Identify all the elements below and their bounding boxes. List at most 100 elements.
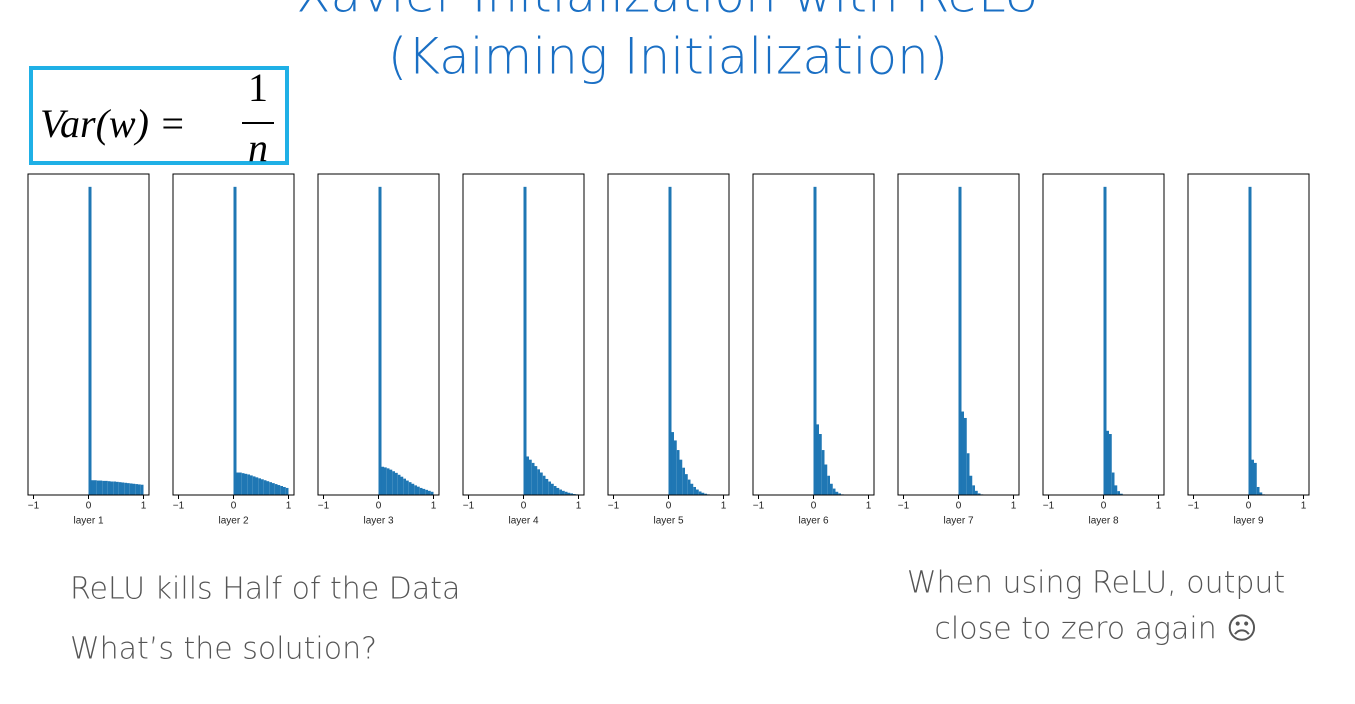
x-tick-label: 1 — [1011, 501, 1017, 512]
histogram-bar — [241, 473, 245, 495]
histogram-bar — [414, 485, 417, 495]
histogram-bar — [132, 483, 136, 495]
histogram-bar — [701, 492, 705, 495]
histogram-bar — [99, 480, 103, 495]
x-tick-label: −1 — [318, 501, 330, 512]
histogram-bar — [283, 486, 286, 495]
x-tick-label: 0 — [666, 501, 672, 512]
histogram-bar — [537, 469, 540, 495]
histogram-bar — [671, 432, 674, 495]
histogram-bar — [88, 186, 92, 495]
note: What’s the solution? — [70, 632, 377, 667]
histogram-bar — [821, 450, 825, 495]
histogram-bar — [679, 459, 683, 495]
histogram-bar — [1114, 485, 1118, 495]
histogram-bar — [690, 483, 694, 495]
histogram-bar — [127, 483, 130, 495]
histogram-bar — [140, 484, 144, 495]
histogram-bar — [816, 424, 819, 495]
histogram-bar — [567, 492, 571, 495]
histogram-bar — [687, 479, 691, 495]
histogram-bar — [1111, 472, 1115, 495]
histogram-bar — [250, 475, 253, 495]
histogram-bar — [1248, 186, 1252, 495]
histogram-bar — [548, 481, 551, 495]
x-tick-label: 0 — [86, 501, 92, 512]
histogram-bar — [540, 472, 543, 495]
histogram-bar — [239, 472, 242, 495]
histogram-bar — [542, 475, 546, 495]
histogram-bar — [255, 477, 259, 495]
histogram-bar — [1254, 462, 1257, 495]
note: close to zero again ☹ — [934, 612, 1257, 647]
x-tick-label: −1 — [1043, 501, 1055, 512]
histogram-bar — [1251, 459, 1254, 495]
histogram-bar — [832, 488, 836, 495]
histogram-bar — [958, 186, 962, 495]
histogram-bar — [419, 487, 423, 495]
x-tick-label: −1 — [1188, 501, 1200, 512]
x-axis-label: layer 2 — [218, 516, 248, 527]
histogram-bar — [830, 483, 833, 495]
histogram-bar — [105, 480, 108, 495]
histogram-bar — [676, 450, 680, 495]
histogram-bar — [118, 482, 122, 495]
histogram-bar — [422, 488, 426, 495]
histogram-bar — [559, 489, 562, 495]
histogram-bar — [121, 482, 125, 495]
histogram-bar — [1120, 493, 1123, 495]
x-tick-label: 0 — [1101, 501, 1107, 512]
histogram-bar — [1106, 430, 1109, 495]
histogram-bar — [698, 491, 702, 495]
histogram-bar — [285, 487, 289, 495]
x-tick-label: 1 — [431, 501, 437, 512]
histogram-bar — [430, 491, 434, 495]
histogram-bar — [1117, 491, 1120, 495]
x-axis-label: layer 4 — [508, 516, 538, 527]
x-tick-label: 1 — [286, 501, 292, 512]
histogram-bar — [263, 480, 267, 495]
histogram-bar — [417, 486, 420, 495]
x-tick-label: 0 — [376, 501, 382, 512]
formula-denominator: n — [248, 125, 268, 170]
histogram-bar — [386, 468, 390, 495]
histogram-bar — [266, 481, 270, 495]
x-tick-label: 1 — [866, 501, 872, 512]
histogram-bar — [969, 475, 973, 495]
histogram-bar — [562, 490, 565, 495]
histogram-bar — [961, 411, 964, 495]
x-tick-label: −1 — [753, 501, 765, 512]
histogram-bar — [280, 486, 283, 495]
histogram-bar — [116, 481, 119, 495]
note: ReLU kills Half of the Data — [70, 572, 460, 607]
histogram-bar — [564, 491, 568, 495]
histogram-bar — [384, 467, 387, 495]
x-axis-label: layer 1 — [73, 516, 103, 527]
histogram-bar — [696, 489, 699, 495]
histogram-bar — [674, 440, 677, 495]
x-axis-label: layer 6 — [798, 516, 828, 527]
x-tick-label: −1 — [463, 501, 475, 512]
formula-lhs: Var(w) = — [40, 101, 186, 146]
x-tick-label: 0 — [956, 501, 962, 512]
x-tick-label: −1 — [173, 501, 185, 512]
histogram-bar — [96, 480, 100, 495]
histogram-bar — [682, 467, 685, 495]
x-tick-label: 0 — [521, 501, 527, 512]
histogram-bar — [526, 456, 529, 495]
histogram-bar — [523, 186, 527, 495]
histogram-bar — [1103, 186, 1107, 495]
histogram-bar — [378, 186, 382, 495]
histogram-bar — [236, 472, 239, 495]
histogram-bar — [553, 486, 557, 495]
histogram-bar — [827, 475, 830, 495]
histogram-bar — [835, 491, 839, 495]
histogram-bar — [389, 469, 393, 495]
histogram-bar — [247, 474, 250, 495]
histogram-bar — [964, 417, 967, 495]
histogram-bar — [428, 490, 431, 495]
histogram-bar — [824, 464, 828, 495]
histogram-bar — [261, 479, 264, 495]
x-axis-label: layer 3 — [363, 516, 393, 527]
